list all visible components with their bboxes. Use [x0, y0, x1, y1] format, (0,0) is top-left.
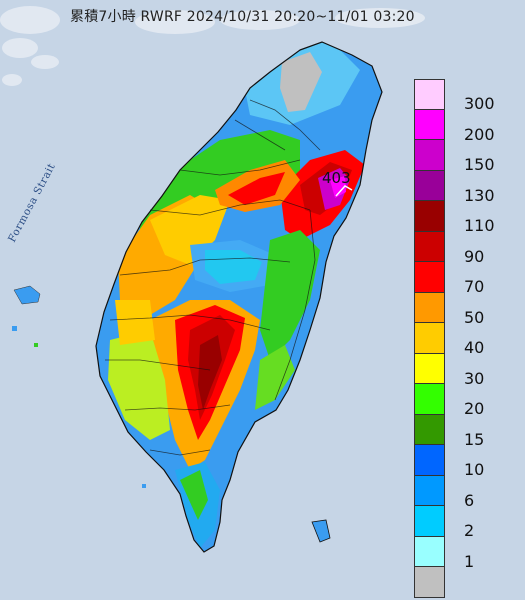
legend-row: 130: [414, 170, 510, 205]
legend-row: 2: [414, 506, 510, 540]
legend-label: 1: [464, 551, 475, 571]
legend-row: 50: [414, 292, 510, 327]
legend-swatch: [414, 262, 445, 293]
legend-row: 40: [414, 323, 510, 357]
legend-label: 20: [464, 399, 485, 418]
legend-label: 10: [464, 460, 485, 479]
color-legend: 300 200 150 130 110 90 70 50 40 30 20 15 10 6 2 1: [414, 79, 510, 598]
legend-swatch: [414, 292, 445, 323]
legend-swatch: [414, 109, 445, 140]
cloud-texture: [0, 6, 425, 86]
max-marker: 403: [322, 169, 353, 197]
legend-row: 200: [414, 109, 510, 144]
legend-swatch: [414, 536, 445, 567]
legend-label: 300: [464, 94, 495, 113]
legend-swatch: [414, 384, 445, 415]
legend-label: 50: [464, 307, 485, 327]
legend-swatch: [414, 231, 445, 262]
legend-row: 30: [414, 353, 510, 388]
legend-swatch: [414, 140, 445, 171]
legend-label: 70: [464, 277, 485, 296]
legend-row: 1: [414, 536, 510, 571]
legend-swatch: [414, 506, 445, 537]
legend-swatch: [414, 567, 445, 598]
legend-swatch: [414, 201, 445, 232]
legend-row: 70: [414, 262, 510, 296]
legend-label: 30: [464, 368, 485, 388]
small-islands: [12, 285, 331, 543]
legend-row: 15: [414, 414, 510, 449]
legend-row: 10: [414, 445, 510, 479]
legend-row: 90: [414, 231, 510, 266]
map-title: 累積7小時 RWRF 2024/10/31 20:20~11/01 03:20: [70, 9, 415, 25]
legend-row: 20: [414, 384, 510, 418]
legend-row: 300: [414, 79, 510, 113]
legend-row: 6: [414, 475, 510, 510]
legend-swatch: [414, 414, 445, 445]
legend-label: 40: [464, 338, 485, 357]
island-outline: [95, 41, 383, 553]
legend-label: 6: [464, 490, 475, 510]
max-value-label: 403: [322, 169, 351, 187]
legend-label: 15: [464, 429, 485, 449]
legend-label: 90: [464, 246, 485, 266]
legend-row: 110: [414, 201, 510, 235]
legend-row: [414, 567, 510, 598]
legend-swatch: [414, 170, 445, 201]
legend-label: 150: [464, 155, 495, 174]
legend-swatch: [414, 79, 445, 110]
legend-swatch: [414, 353, 445, 384]
legend-label: 200: [464, 124, 495, 144]
legend-swatch: [414, 475, 445, 506]
legend-row: 150: [414, 140, 510, 174]
county-boundaries: [105, 99, 321, 456]
legend-swatch: [414, 445, 445, 476]
legend-label: 130: [464, 185, 495, 205]
legend-label: 2: [464, 521, 475, 540]
legend-label: 110: [464, 216, 495, 235]
legend-swatch: [414, 323, 445, 354]
